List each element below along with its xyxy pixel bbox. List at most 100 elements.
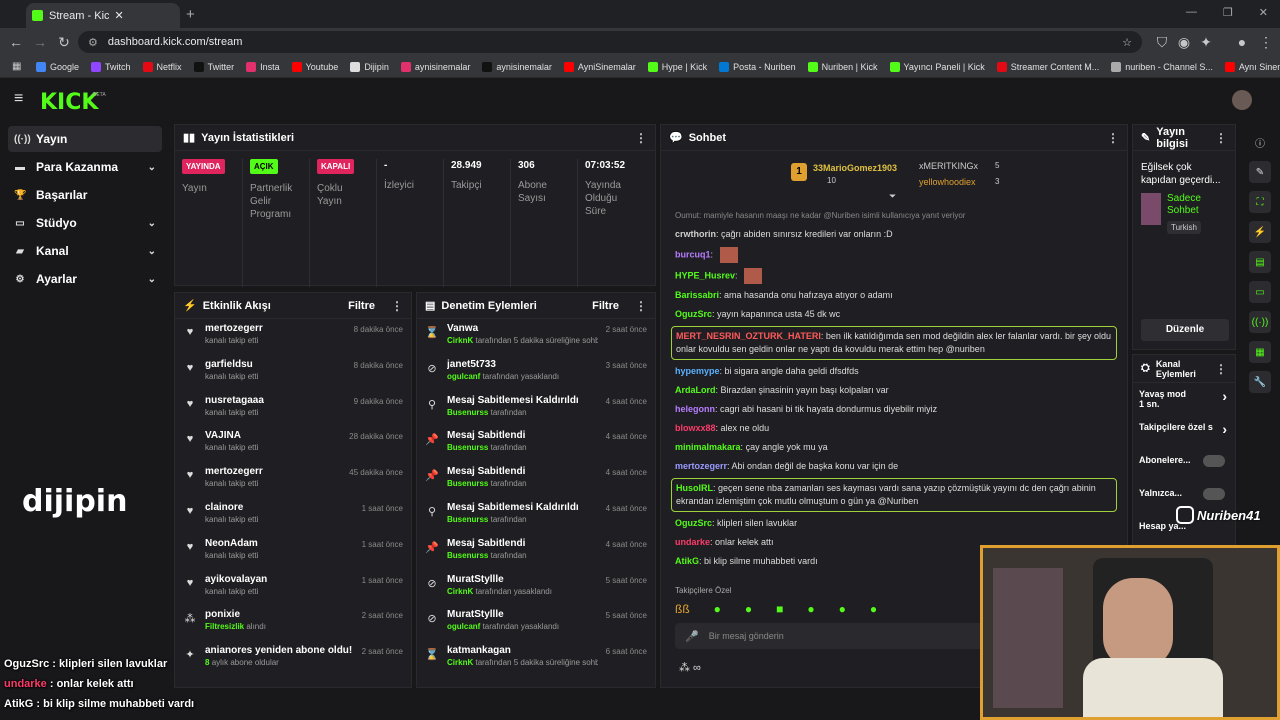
item-name[interactable]: ayikovalayan: [205, 573, 268, 585]
broadcast-icon[interactable]: ((·)): [1249, 311, 1271, 333]
bookmark-item[interactable]: aynisinemalar: [482, 61, 552, 72]
profile-icon[interactable]: ●: [1237, 34, 1247, 50]
emote-icon[interactable]: ●: [838, 602, 846, 616]
chat-username[interactable]: OguzSrc: [675, 309, 713, 319]
item-subname[interactable]: 8: [205, 658, 210, 668]
chat-username[interactable]: undarke: [675, 537, 711, 547]
sidebar-item-0[interactable]: ((·)) Yayın: [8, 126, 162, 152]
item-name[interactable]: clainore: [205, 501, 244, 513]
bookmark-item[interactable]: Yayıncı Paneli | Kick: [889, 61, 985, 72]
category-thumbnail[interactable]: [1141, 193, 1161, 225]
chat-username[interactable]: burcuq1: [675, 249, 711, 260]
settings-icon[interactable]: ⁂ ∞: [679, 662, 701, 674]
minimize-icon[interactable]: —: [1185, 6, 1197, 18]
more-options-icon[interactable]: ⋮: [1107, 130, 1119, 145]
more-options-icon[interactable]: ⋮: [635, 298, 647, 313]
bookmark-item[interactable]: Twitch: [91, 61, 131, 72]
chat-username[interactable]: hypemype: [675, 366, 720, 376]
mic-icon[interactable]: 🎤: [685, 630, 699, 643]
chevron-down-icon[interactable]: ⌄: [147, 217, 156, 229]
bookmark-item[interactable]: Netflix: [142, 61, 182, 72]
chat-username[interactable]: OguzSrc: [675, 518, 713, 528]
close-window-icon[interactable]: ✕: [1258, 7, 1268, 19]
url-field[interactable]: ⚙ dashboard.kick.com/stream ☆: [78, 31, 1142, 53]
item-name[interactable]: nusretagaaa: [205, 394, 264, 406]
item-name[interactable]: mertozegerr: [205, 323, 263, 334]
chevron-down-icon[interactable]: ⌄: [147, 161, 156, 173]
bookmark-item[interactable]: Hype | Kick: [647, 61, 707, 72]
emote-icon[interactable]: ●: [713, 602, 721, 616]
chat-username[interactable]: HusolRL: [676, 483, 713, 493]
sidebar-item-1[interactable]: ▬ Para Kazanma ⌄: [8, 154, 162, 180]
kick-logo[interactable]: KICK: [40, 90, 99, 115]
toggle-switch[interactable]: [1203, 488, 1225, 500]
item-name[interactable]: VAJINA: [205, 430, 241, 442]
leader-name[interactable]: xMERITKINGx: [919, 161, 979, 171]
toggle-switch[interactable]: [1203, 455, 1225, 467]
channel-action-row[interactable]: Yavaş mod 1 sn. ›: [1133, 383, 1235, 416]
channel-action-row[interactable]: Hesap ya...: [1133, 515, 1235, 548]
hamburger-menu-icon[interactable]: ≡: [14, 90, 24, 107]
chevron-down-icon[interactable]: ⌄: [147, 245, 156, 257]
close-tab-icon[interactable]: ✕: [114, 10, 124, 22]
chat-username[interactable]: ArdaLord: [675, 385, 716, 395]
more-options-icon[interactable]: ⋮: [635, 130, 647, 145]
more-options-icon[interactable]: ⋮: [391, 298, 403, 313]
item-name[interactable]: garfieldsu: [205, 358, 253, 370]
site-info-icon[interactable]: ⚙: [88, 36, 98, 49]
item-subname[interactable]: Busenurss: [447, 550, 489, 560]
chat-input[interactable]: 🎤 Bir mesaj gönderin: [675, 623, 985, 649]
emote-icon[interactable]: ●: [869, 602, 878, 616]
item-subname[interactable]: ogulcanf: [447, 371, 481, 381]
item-name[interactable]: MuratStyllle: [447, 609, 504, 621]
extension-icon[interactable]: ◉: [1177, 33, 1191, 50]
item-subname[interactable]: CirknK: [447, 586, 474, 596]
emote-icon[interactable]: ●: [744, 602, 753, 616]
reload-icon[interactable]: ↻: [58, 33, 70, 50]
item-name[interactable]: Mesaj Sabitlendi: [447, 430, 526, 442]
chat-username[interactable]: crwthorin: [675, 229, 717, 239]
sidebar-item-4[interactable]: ▰ Kanal ⌄: [8, 238, 162, 264]
back-icon[interactable]: ←: [9, 34, 23, 50]
layout-icon[interactable]: ▦: [1249, 341, 1271, 363]
bookmark-item[interactable]: Youtube: [291, 61, 338, 72]
crop-icon[interactable]: ⛶: [1249, 191, 1271, 213]
chat-username[interactable]: HYPE_Husrev: [675, 270, 736, 281]
item-name[interactable]: Mesaj Sabitlendi: [447, 466, 526, 478]
item-name[interactable]: Mesaj Sabitlemesi Kaldırıldı: [447, 501, 579, 513]
lightning-icon[interactable]: ⚡: [1249, 221, 1271, 243]
category-link[interactable]: Sadece Sohbet: [1167, 193, 1201, 216]
emote-icon[interactable]: ßß: [675, 602, 690, 616]
browser-menu-icon[interactable]: ⋮: [1259, 33, 1273, 50]
bookmark-item[interactable]: Twitter: [193, 61, 234, 72]
bookmark-item[interactable]: Posta - Nuriben: [719, 61, 796, 72]
chat-username[interactable]: AtikG: [675, 556, 700, 566]
info-icon[interactable]: ⓘ: [1255, 138, 1265, 150]
item-subname[interactable]: Filtresizlik: [205, 622, 245, 632]
avatar[interactable]: [1232, 90, 1252, 110]
clipboard-icon[interactable]: ▤: [1249, 251, 1271, 273]
item-subname[interactable]: Busenurss: [447, 514, 489, 524]
more-options-icon[interactable]: ⋮: [1215, 361, 1227, 376]
channel-action-row[interactable]: Abonelere...: [1133, 449, 1235, 482]
item-name[interactable]: MuratStyllle: [447, 573, 504, 585]
filter-button[interactable]: Filtre: [592, 299, 619, 312]
item-subname[interactable]: ogulcanf: [447, 622, 481, 632]
bookmark-item[interactable]: AyniSinemalar: [563, 61, 636, 72]
channel-action-row[interactable]: Takipçilere özel s ›: [1133, 416, 1235, 449]
chat-username[interactable]: MERT_NESRIN_OZTURK_HATERI: [676, 331, 821, 341]
item-name[interactable]: janet5t733: [447, 358, 496, 370]
extension-shield-icon[interactable]: ⛉: [1156, 33, 1168, 50]
apps-grid-icon[interactable]: ▦: [12, 61, 22, 72]
sidebar-item-2[interactable]: 🏆 Başarılar: [8, 182, 162, 208]
emote-icon[interactable]: ■: [776, 602, 784, 616]
item-subname[interactable]: Busenurss: [447, 443, 489, 453]
wrench-icon[interactable]: 🔧: [1249, 371, 1271, 393]
item-name[interactable]: Mesaj Sabitlemesi Kaldırıldı: [447, 394, 579, 406]
item-name[interactable]: mertozegerr: [205, 466, 263, 478]
chat-username[interactable]: blowxx88: [675, 423, 716, 433]
browser-tab[interactable]: Stream - Kick Dashboard ✕: [26, 3, 180, 28]
bookmark-item[interactable]: Dijipin: [350, 61, 389, 72]
bookmark-item[interactable]: Aynı Sinemalar - Ça...: [1224, 61, 1280, 72]
pencil-icon[interactable]: ✎: [1249, 161, 1271, 183]
